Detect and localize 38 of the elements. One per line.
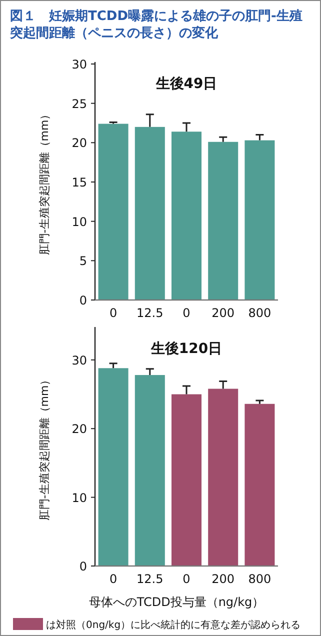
y-tick-label: 10 [72,490,87,505]
y-tick-label: 10 [72,214,87,229]
y-tick-label: 20 [72,136,87,150]
y-tick-label: 30 [72,58,87,72]
bar [134,126,165,300]
text: は対照（0ng/kg）に比べ統計的に有意な差が認められる [46,619,301,631]
y-axis-title: 肛門-生殖突起間距離（mm） [38,374,51,521]
x-tick-label: 0 [182,306,190,320]
annotation: 生後49日 [154,76,218,92]
bar [171,394,202,566]
y-tick-label: 25 [72,96,87,111]
bar [171,132,202,300]
y-tick-label: 30 [72,353,87,368]
x-tick-label: 0 [109,572,118,586]
bar [208,388,238,566]
bar [134,375,165,566]
bar [244,404,275,566]
y-axis-title: 肛門-生殖突起間距離（mm） [38,108,51,256]
y-tick-label: 15 [72,176,87,190]
x-tick-label: 0 [182,572,190,586]
x-tick-label: 800 [248,572,272,586]
x-axis-title: 母体へのTCDD投与量（ng/kg） [88,595,264,609]
bar [98,124,128,300]
y-tick-label: 0 [79,560,87,574]
bar [244,140,275,300]
x-tick-label: 200 [212,572,235,586]
x-tick-label: 200 [212,306,235,320]
y-tick-label: 0 [79,294,87,308]
bar [98,368,128,566]
x-tick-label: 12.5 [136,572,164,586]
chart-title: 図１ 妊娠期TCDD曝露による雄の子の肛門-生殖突起間距離（ペニスの長さ）の変化 [9,9,302,41]
x-tick-label: 800 [248,306,272,320]
y-tick-label: 20 [72,422,87,436]
annotation: 生後120日 [150,341,222,357]
bar [208,142,238,300]
y-tick-label: 5 [79,254,87,268]
x-tick-label: 0 [109,306,118,320]
x-tick-label: 12.5 [136,306,164,320]
